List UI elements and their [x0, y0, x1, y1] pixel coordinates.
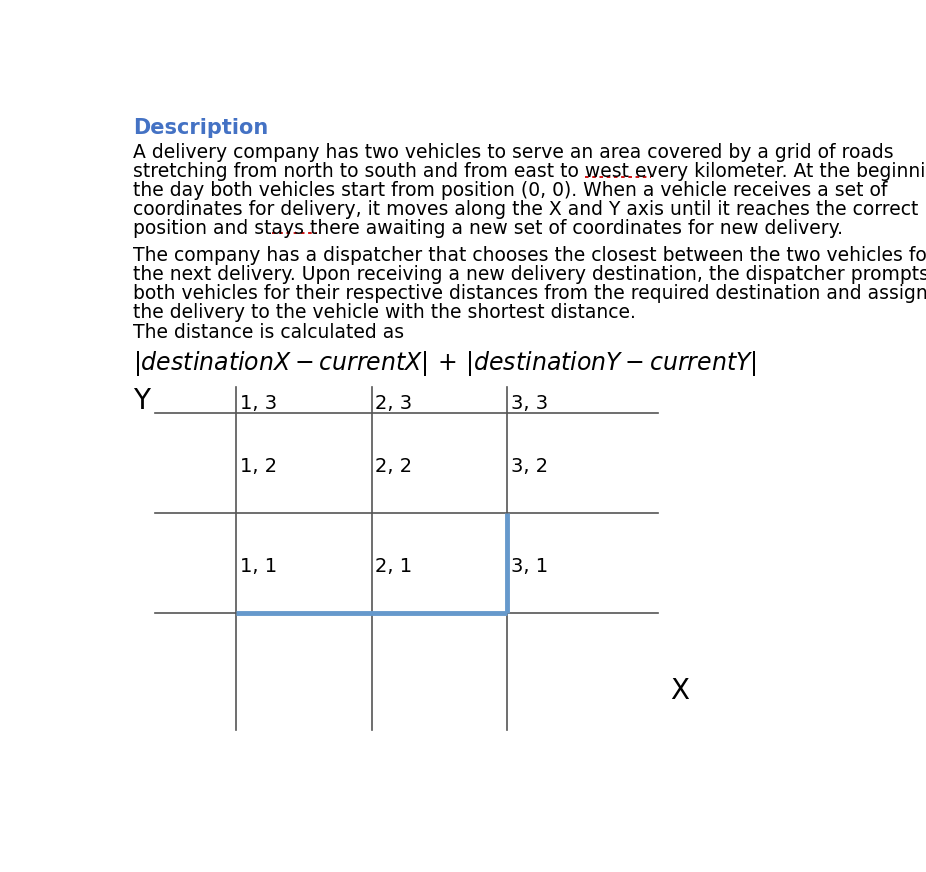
Text: X: X [669, 678, 689, 705]
Text: 1, 1: 1, 1 [240, 557, 277, 576]
Text: Y: Y [132, 387, 150, 415]
Text: the delivery to the vehicle with the shortest distance.: the delivery to the vehicle with the sho… [132, 303, 635, 322]
Text: The company has a dispatcher that chooses the closest between the two vehicles f: The company has a dispatcher that choose… [132, 246, 926, 265]
Text: coordinates for delivery, it moves along the X and Y axis until it reaches the c: coordinates for delivery, it moves along… [132, 200, 919, 219]
Text: A delivery company has two vehicles to serve an area covered by a grid of roads: A delivery company has two vehicles to s… [132, 143, 894, 162]
Text: 2, 1: 2, 1 [375, 557, 412, 576]
Text: position and stays there awaiting a new set of coordinates for new delivery.: position and stays there awaiting a new … [132, 219, 843, 237]
Text: 2, 2: 2, 2 [375, 457, 412, 476]
Text: 1, 3: 1, 3 [240, 394, 277, 413]
Text: 3, 1: 3, 1 [511, 557, 548, 576]
Text: stretching from north to south and from east to west every kilometer. At the beg: stretching from north to south and from … [132, 162, 926, 181]
Text: 3, 2: 3, 2 [511, 457, 548, 476]
Text: the day both vehicles start from position (0, 0). When a vehicle receives a set : the day both vehicles start from positio… [132, 181, 887, 200]
Text: 2, 3: 2, 3 [375, 394, 412, 413]
Text: the next delivery. Upon receiving a new delivery destination, the dispatcher pro: the next delivery. Upon receiving a new … [132, 265, 926, 284]
Text: $|destinationX - currentX|$$\,+\,$$|destinationY - currentY|$: $|destinationX - currentX|$$\,+\,$$|dest… [132, 349, 757, 378]
Text: The distance is calculated as: The distance is calculated as [132, 324, 404, 343]
Text: 1, 2: 1, 2 [240, 457, 277, 476]
Text: 3, 3: 3, 3 [511, 394, 548, 413]
Text: both vehicles for their respective distances from the required destination and a: both vehicles for their respective dista… [132, 284, 926, 303]
Text: Description: Description [132, 118, 268, 138]
